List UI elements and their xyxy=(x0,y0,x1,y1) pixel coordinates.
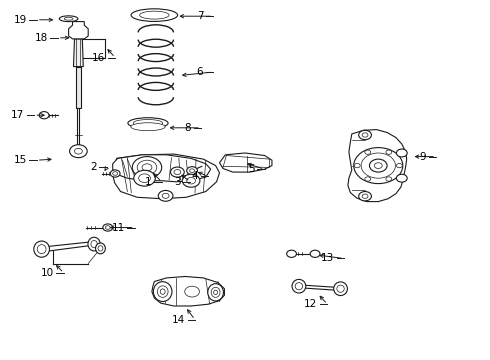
Circle shape xyxy=(113,172,118,175)
Text: 4: 4 xyxy=(192,171,198,181)
Circle shape xyxy=(310,250,320,257)
Circle shape xyxy=(70,145,87,158)
Circle shape xyxy=(74,31,80,35)
Circle shape xyxy=(158,190,173,201)
Circle shape xyxy=(386,177,392,181)
Circle shape xyxy=(396,163,402,168)
Circle shape xyxy=(137,160,157,175)
Circle shape xyxy=(182,174,200,187)
Ellipse shape xyxy=(96,243,105,254)
Ellipse shape xyxy=(160,289,165,294)
Ellipse shape xyxy=(334,282,347,296)
Circle shape xyxy=(359,130,371,140)
Text: 12: 12 xyxy=(304,299,318,309)
Circle shape xyxy=(185,286,199,297)
Circle shape xyxy=(361,153,395,178)
Circle shape xyxy=(139,174,150,183)
Text: 2: 2 xyxy=(90,162,97,172)
Circle shape xyxy=(386,150,392,154)
Circle shape xyxy=(287,250,296,257)
Circle shape xyxy=(187,167,197,175)
Ellipse shape xyxy=(37,245,46,253)
Polygon shape xyxy=(76,67,81,108)
Ellipse shape xyxy=(214,290,218,294)
Circle shape xyxy=(190,169,195,172)
Ellipse shape xyxy=(208,284,223,301)
Ellipse shape xyxy=(140,11,169,19)
Polygon shape xyxy=(73,29,82,37)
Circle shape xyxy=(362,133,368,137)
Text: 16: 16 xyxy=(92,53,105,63)
Polygon shape xyxy=(69,22,88,39)
Text: 5: 5 xyxy=(248,164,255,174)
Text: 11: 11 xyxy=(112,222,125,233)
Circle shape xyxy=(396,174,407,182)
Circle shape xyxy=(354,163,360,168)
Circle shape xyxy=(369,159,387,172)
Ellipse shape xyxy=(128,118,168,129)
Text: 6: 6 xyxy=(196,67,203,77)
Ellipse shape xyxy=(157,286,168,297)
Text: 13: 13 xyxy=(321,253,334,264)
Circle shape xyxy=(365,177,370,181)
Text: 17: 17 xyxy=(11,110,24,120)
Circle shape xyxy=(74,148,82,154)
Circle shape xyxy=(105,226,110,229)
Ellipse shape xyxy=(131,123,165,131)
Text: 9: 9 xyxy=(419,152,426,162)
Circle shape xyxy=(142,164,152,171)
Text: 3: 3 xyxy=(173,177,180,187)
Circle shape xyxy=(396,149,407,157)
Ellipse shape xyxy=(59,16,78,22)
Circle shape xyxy=(374,163,382,168)
Circle shape xyxy=(110,170,120,177)
Text: 7: 7 xyxy=(196,11,203,21)
Circle shape xyxy=(134,170,155,186)
Ellipse shape xyxy=(211,287,220,297)
Ellipse shape xyxy=(64,17,73,20)
Text: 8: 8 xyxy=(184,123,191,133)
Circle shape xyxy=(365,150,371,154)
Polygon shape xyxy=(113,155,211,182)
Polygon shape xyxy=(152,276,224,306)
Circle shape xyxy=(162,193,169,198)
Text: 10: 10 xyxy=(41,268,54,278)
Circle shape xyxy=(187,177,196,184)
Polygon shape xyxy=(220,153,272,172)
Ellipse shape xyxy=(131,9,177,22)
Circle shape xyxy=(174,170,181,175)
Text: 1: 1 xyxy=(145,177,152,187)
Ellipse shape xyxy=(337,285,344,292)
Circle shape xyxy=(354,148,403,184)
Text: 18: 18 xyxy=(35,33,48,43)
Ellipse shape xyxy=(133,120,163,127)
Circle shape xyxy=(132,157,162,178)
Text: 15: 15 xyxy=(14,155,27,165)
Ellipse shape xyxy=(295,283,303,290)
Circle shape xyxy=(362,194,368,198)
Circle shape xyxy=(171,167,184,177)
Polygon shape xyxy=(74,39,83,67)
Text: 14: 14 xyxy=(172,315,185,325)
Polygon shape xyxy=(113,154,220,199)
Polygon shape xyxy=(348,130,407,202)
Circle shape xyxy=(103,224,113,231)
Ellipse shape xyxy=(292,279,306,293)
Circle shape xyxy=(39,112,49,119)
Ellipse shape xyxy=(91,240,97,248)
Ellipse shape xyxy=(153,282,172,301)
Ellipse shape xyxy=(88,237,100,251)
Ellipse shape xyxy=(98,246,103,251)
Text: 19: 19 xyxy=(14,15,27,25)
Ellipse shape xyxy=(34,241,49,257)
Circle shape xyxy=(359,192,371,201)
